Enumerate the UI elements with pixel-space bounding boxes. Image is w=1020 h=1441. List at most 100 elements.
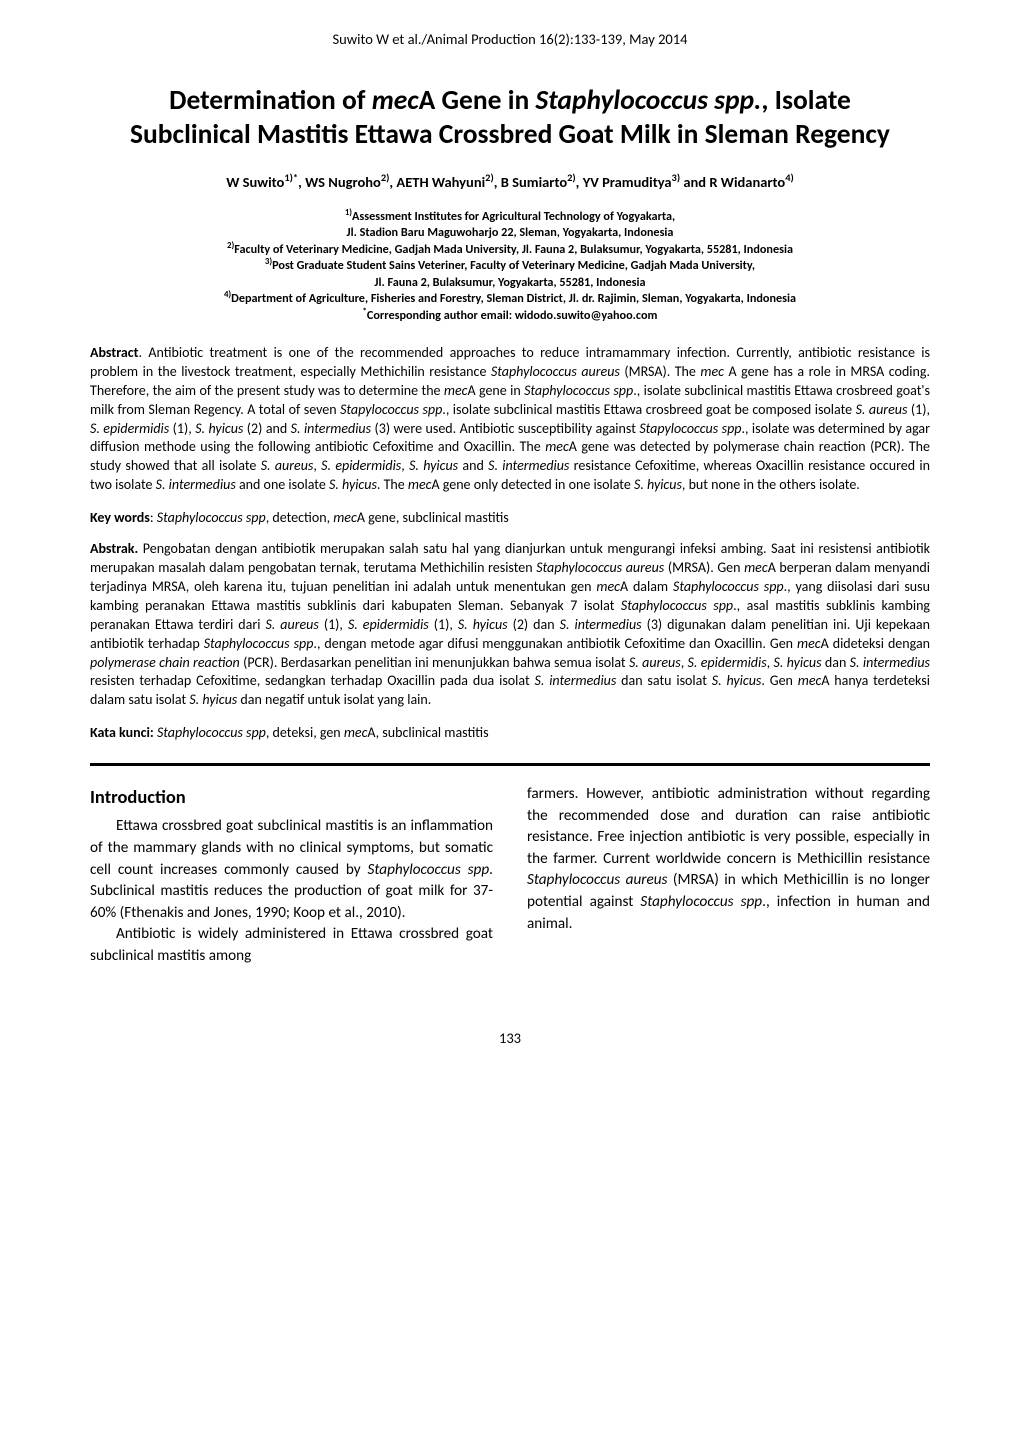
body-paragraph: Antibiotic is widely administered in Ett… <box>90 924 493 967</box>
kata-kunci-italic: Staphylococcus spp <box>157 724 266 741</box>
abstrak-italic: S. intermedius <box>850 654 930 671</box>
abstract-italic: Stapylococcus spp <box>340 401 442 418</box>
title-italic: mec <box>372 84 419 117</box>
affil-sup: 1) <box>345 208 352 218</box>
abstrak-text: A dalam <box>620 578 673 595</box>
author-sup: 3) <box>672 171 681 184</box>
abstrak-text: (1), <box>319 616 348 633</box>
abstract-text: (2) and <box>243 420 290 437</box>
abstract-text: (3) were used. Antibiotic susceptibility… <box>371 420 639 437</box>
author-sup: 4) <box>785 171 794 184</box>
abstract-text: ., isolate subclinical mastitis Ettawa c… <box>442 401 855 418</box>
column-left: Introduction Ettawa crossbred goat subcl… <box>90 784 493 967</box>
body-italic: Staphylococcus spp <box>368 861 490 879</box>
abstract-text: (1), <box>907 401 930 418</box>
abstract-italic: mec <box>700 363 724 380</box>
abstract-italic: S. intermedius <box>156 476 236 493</box>
keywords-italic: Staphylococcus spp <box>157 509 266 526</box>
abstrak-label: Abstrak. <box>90 540 138 557</box>
abstract-italic: S. hyicus <box>634 476 682 493</box>
abstrak-text: (1), <box>429 616 458 633</box>
body-text: farmers. However, antibiotic administrat… <box>527 785 930 868</box>
abstract-text: (MRSA). The <box>620 363 701 380</box>
abstrak-italic: Staphylococcus spp <box>673 578 784 595</box>
abstrak-italic: S. epidermidis <box>688 654 767 671</box>
abstract-text: . The <box>377 476 408 493</box>
abstrak-italic: mec <box>798 672 822 689</box>
column-right: farmers. However, antibiotic administrat… <box>527 784 930 967</box>
abstrak-text: (PCR). Berdasarkan penelitian ini menunj… <box>240 654 629 671</box>
author: and R Widanarto <box>680 173 785 191</box>
author: , B Sumiarto <box>494 173 567 191</box>
kata-kunci-text: , deteksi, gen <box>266 724 344 741</box>
keywords-text: , detection, <box>266 509 334 526</box>
author-sup: 2) <box>567 171 576 184</box>
page: Suwito W et al./Animal Production 16(2):… <box>0 0 1020 1087</box>
abstract-italic: S. aureus <box>856 401 908 418</box>
abstrak-italic: Staphylococcus aureus <box>536 559 664 576</box>
abstrak-text: dan <box>822 654 850 671</box>
affil-line: Jl. Stadion Baru Maguwoharjo 22, Sleman,… <box>347 225 674 240</box>
abstrak-italic: S. aureus <box>265 616 318 633</box>
title-text: , Isolate <box>761 84 851 117</box>
abstract-italic: mec <box>444 382 468 399</box>
body-paragraph: farmers. However, antibiotic administrat… <box>527 784 930 935</box>
abstract-italic: S. hyicus <box>329 476 377 493</box>
abstract-text: , <box>313 457 321 474</box>
body-italic: Staphylococcus aureus <box>527 871 667 889</box>
affil-line: Faculty of Veterinary Medicine, Gadjah M… <box>234 242 793 257</box>
abstrak-italic: S. hyicus <box>773 654 821 671</box>
abstract-text: A gene only detected in one isolate <box>432 476 634 493</box>
abstract-italic: S. intermedius <box>488 457 569 474</box>
abstract-italic: mec <box>545 438 569 455</box>
author-sup: 2) <box>485 171 494 184</box>
abstract-italic: mec <box>408 476 432 493</box>
author: , AETH Wahyuni <box>389 173 485 191</box>
affil-line: Assessment Institutes for Agricultural T… <box>352 209 675 224</box>
keywords-italic: mec <box>333 509 357 526</box>
abstrak-italic: S. epidermidis <box>348 616 429 633</box>
keywords-text: : <box>150 509 157 526</box>
abstract-text: (1), <box>169 420 195 437</box>
article-title: Determination of mecA Gene in Staphyloco… <box>90 84 930 153</box>
abstract-italic: S. epidermidis <box>90 420 169 437</box>
abstract-italic: S. hyicus <box>195 420 243 437</box>
introduction-heading: Introduction <box>90 784 493 810</box>
running-header: Suwito W et al./Animal Production 16(2):… <box>90 30 930 48</box>
abstract-italic: S. hyicus <box>409 457 458 474</box>
abstrak-italic: S. hyicus <box>458 616 508 633</box>
title-text: Determination of <box>169 84 372 117</box>
abstract-italic: Staphylococcus aureus <box>491 363 620 380</box>
abstrak-text: A dideteksi dengan <box>821 635 930 652</box>
keywords-indonesian: Kata kunci: Staphylococcus spp, deteksi,… <box>90 724 930 741</box>
page-number: 133 <box>90 1029 930 1047</box>
abstract-italic: S. epidermidis <box>321 457 401 474</box>
abstract-label: Abstract <box>90 344 139 361</box>
abstract-text: and one isolate <box>236 476 329 493</box>
author: W Suwito <box>226 173 284 191</box>
abstrak-italic: S. aureus <box>629 654 681 671</box>
abstract-italic: S. intermedius <box>291 420 371 437</box>
abstrak-italic: S. intermedius <box>560 616 642 633</box>
abstrak-text: dan satu isolat <box>616 672 711 689</box>
abstrak-text: . Gen <box>761 672 797 689</box>
abstract-text: , but none in the others isolate. <box>682 476 860 493</box>
affil-line: Jl. Fauna 2, Bulaksumur, Yogyakarta, 552… <box>374 275 645 290</box>
abstrak-text: dan negatif untuk isolat yang lain. <box>237 691 431 708</box>
affil-line: Corresponding author email: widodo.suwit… <box>367 308 658 323</box>
abstrak-italic: mec <box>797 635 821 652</box>
abstrak-text: (MRSA). Gen <box>664 559 744 576</box>
section-separator <box>90 763 930 766</box>
abstract-indonesian: Abstrak. Pengobatan dengan antibiotik me… <box>90 540 930 710</box>
body-italic: Staphylococcus spp <box>640 893 762 911</box>
author-sup: 1)* <box>284 171 298 184</box>
author: , YV Pramuditya <box>576 173 672 191</box>
abstract-english: Abstract. Antibiotic treatment is one of… <box>90 344 930 495</box>
abstrak-text: , <box>681 654 688 671</box>
abstract-text: , <box>401 457 409 474</box>
keywords-text: A gene, subclinical mastitis <box>357 509 509 526</box>
affil-line: Department of Agriculture, Fisheries and… <box>231 291 796 306</box>
abstrak-text: (2) dan <box>508 616 560 633</box>
abstrak-italic: Staphylococcus spp <box>621 597 733 614</box>
body-two-column: Introduction Ettawa crossbred goat subcl… <box>90 784 930 967</box>
